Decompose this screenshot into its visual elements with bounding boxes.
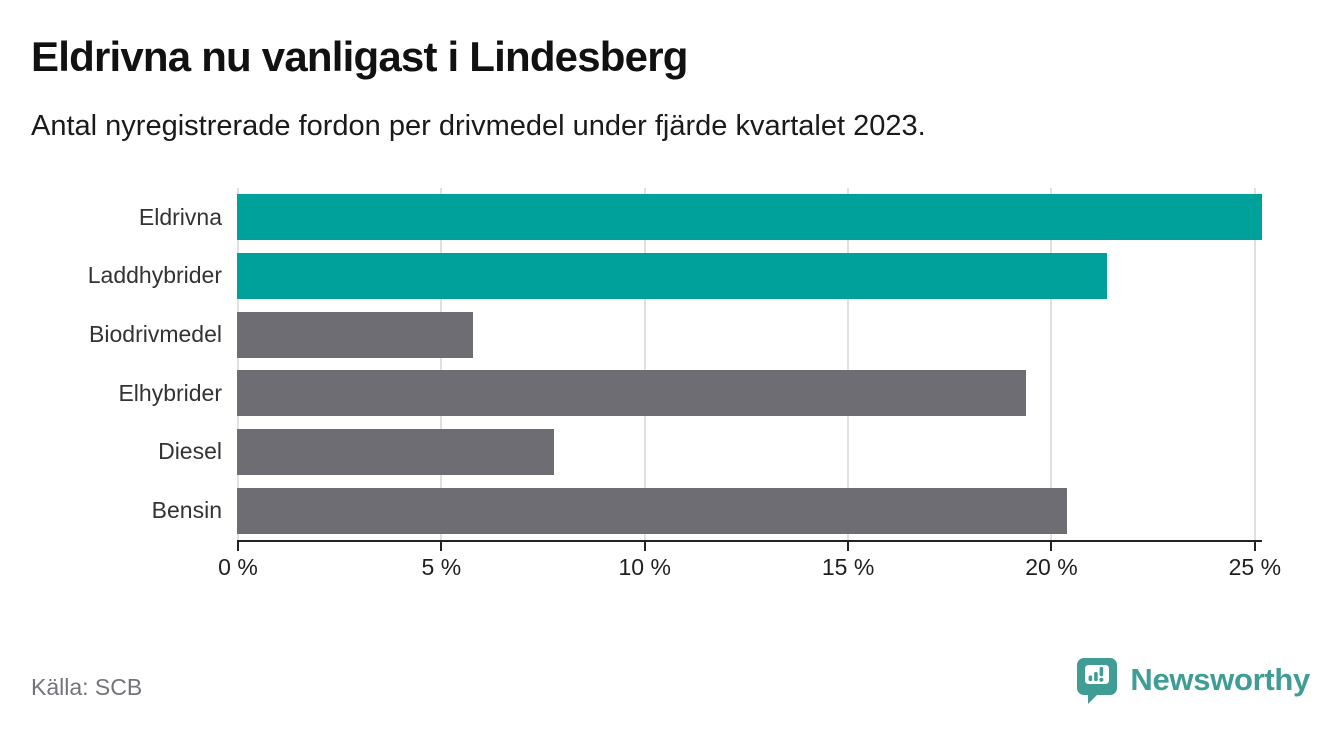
bar-track <box>237 370 1262 417</box>
gridline-10 <box>643 188 646 540</box>
gridline-15 <box>847 188 850 540</box>
newsworthy-pin-chart-icon <box>1077 658 1118 704</box>
axis-tick-5 <box>440 542 443 551</box>
gridline-0 <box>237 188 239 540</box>
bar-laddhybrider <box>237 252 1108 299</box>
bar-track <box>237 428 1262 475</box>
gridline-20 <box>1050 188 1053 540</box>
x-axis-ticks <box>237 542 1262 552</box>
bar-row-bensin: Bensin <box>0 481 1262 540</box>
gridline-5 <box>440 188 443 540</box>
brand-name: Newsworthy <box>1130 662 1310 697</box>
axis-tick-label-20: 20 % <box>1025 554 1078 580</box>
axis-tick-label-5: 5 % <box>421 554 462 580</box>
x-axis-line <box>237 540 1262 542</box>
axis-tick-20 <box>1050 542 1053 551</box>
x-axis-tick-labels: 0 % 5 % 10 % 15 % 20 % 25 % <box>218 554 1281 584</box>
axis-tick-25 <box>1253 542 1256 551</box>
bar-track <box>237 487 1262 534</box>
bar-eldrivna <box>237 194 1262 241</box>
source-label: Källa: SCB <box>31 674 143 700</box>
chart-subtitle: Antal nyregistrerade fordon per drivmede… <box>31 110 926 142</box>
bar-track <box>237 311 1262 358</box>
bar-diesel <box>237 428 555 475</box>
axis-tick-label-25: 25 % <box>1228 554 1282 580</box>
category-label-elhybrider: Elhybrider <box>118 379 222 406</box>
chart-title: Eldrivna nu vanligast i Lindesberg <box>31 33 688 80</box>
axis-tick-10 <box>643 542 646 551</box>
bar-row-laddhybrider: Laddhybrider <box>0 247 1262 306</box>
category-label-biodrivmedel: Biodrivmedel <box>89 321 222 348</box>
bar-elhybrider <box>237 370 1027 417</box>
category-label-laddhybrider: Laddhybrider <box>87 262 222 289</box>
axis-tick-label-15: 15 % <box>821 554 875 580</box>
axis-tick-label-0: 0 % <box>218 554 258 580</box>
bar-row-elhybrider: Elhybrider <box>0 364 1262 423</box>
bar-row-eldrivna: Eldrivna <box>0 188 1262 247</box>
bar-chart: Eldrivna Laddhybrider Biodrivmedel Elhybrid… <box>0 188 1281 580</box>
bar-track <box>237 252 1262 299</box>
bar-row-biodrivmedel: Biodrivmedel <box>0 305 1262 364</box>
bar-track <box>237 194 1262 241</box>
category-label-bensin: Bensin <box>151 497 222 524</box>
axis-tick-0 <box>237 542 239 551</box>
axis-tick-label-10: 10 % <box>618 554 671 580</box>
bar-rows: Eldrivna Laddhybrider Biodrivmedel Elhybrid… <box>0 188 1262 540</box>
gridline-25 <box>1253 188 1256 540</box>
category-label-diesel: Diesel <box>158 438 222 465</box>
bar-biodrivmedel <box>237 311 473 358</box>
bar-bensin <box>237 487 1067 534</box>
axis-tick-15 <box>847 542 850 551</box>
bar-row-diesel: Diesel <box>0 423 1262 482</box>
newsworthy-logo: Newsworthy <box>1075 656 1310 704</box>
category-label-eldrivna: Eldrivna <box>138 203 222 230</box>
gridlines <box>237 188 1262 540</box>
